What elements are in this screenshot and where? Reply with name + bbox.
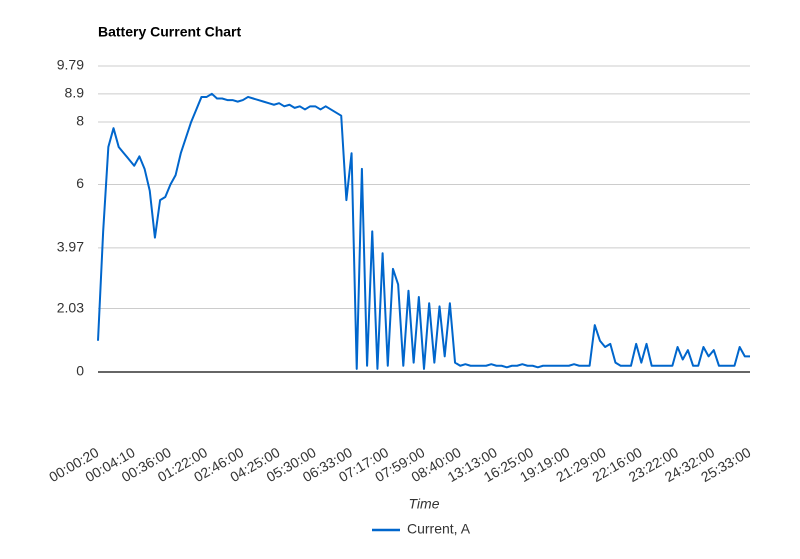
y-tick-label: 9.79 bbox=[57, 57, 84, 73]
chart-title: Battery Current Chart bbox=[98, 24, 241, 40]
y-tick-label: 3.97 bbox=[57, 239, 84, 255]
legend-label: Current, A bbox=[407, 521, 471, 537]
x-axis-title: Time bbox=[409, 496, 440, 512]
y-tick-label: 8 bbox=[76, 113, 84, 129]
y-tick-label: 6 bbox=[76, 175, 84, 191]
series-line bbox=[97, 92, 750, 370]
y-tick-label: 8.9 bbox=[65, 85, 85, 101]
y-tick-label: 2.03 bbox=[57, 299, 84, 315]
y-tick-label: 0 bbox=[76, 363, 84, 379]
